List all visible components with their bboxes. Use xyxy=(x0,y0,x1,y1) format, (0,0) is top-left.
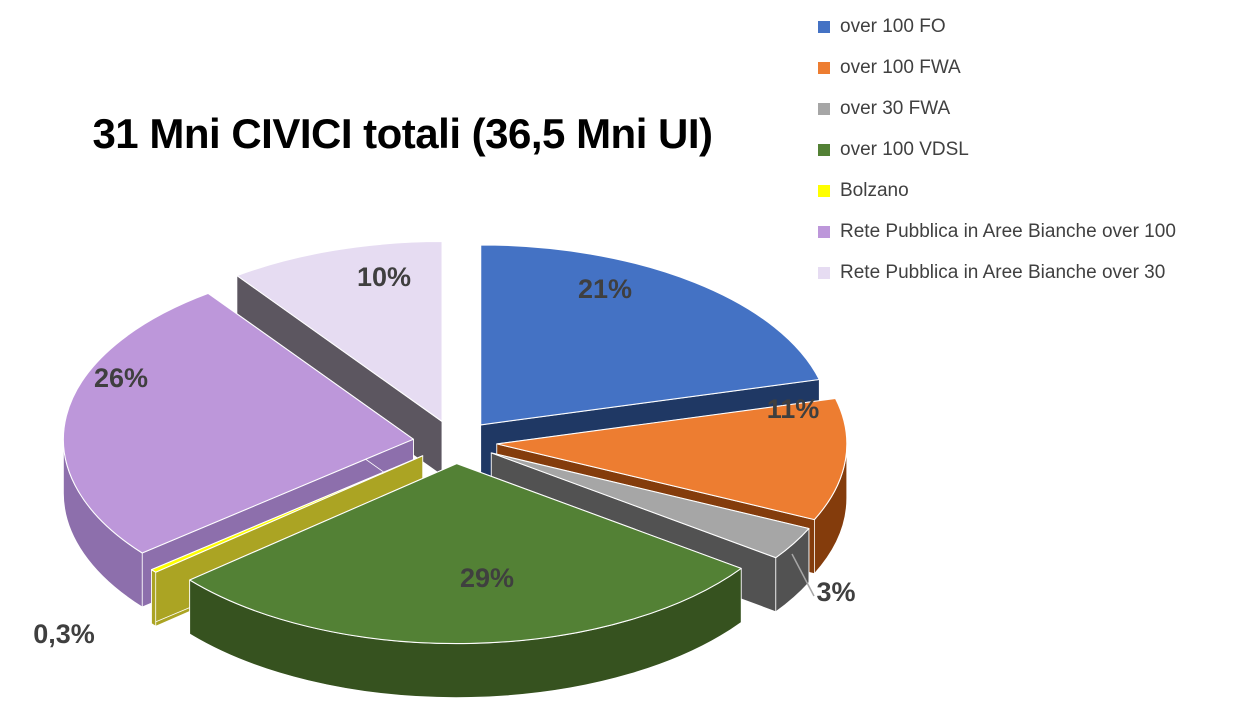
legend-item-rete-pubblica-over-100: Rete Pubblica in Aree Bianche over 100 xyxy=(818,211,1248,252)
legend: over 100 FO over 100 FWA over 30 FWA ove… xyxy=(818,6,1248,293)
legend-label: Rete Pubblica in Aree Bianche over 30 xyxy=(840,261,1166,283)
value-label-over-100-fo: 21% xyxy=(578,274,632,304)
label-leader-line xyxy=(791,553,815,597)
value-label-over-100-vdsl: 29% xyxy=(460,563,514,593)
value-label-over-30-fwa: 3% xyxy=(816,577,855,607)
value-label-rete-pubblica-in-aree-bianche-over-30: 10% xyxy=(357,262,411,292)
legend-label: Rete Pubblica in Aree Bianche over 100 xyxy=(840,220,1176,242)
legend-swatch-icon xyxy=(818,266,830,279)
pie-slice-over-100-fwa xyxy=(496,397,848,521)
legend-swatch-icon xyxy=(818,61,830,74)
legend-item-over-100-fwa: over 100 FWA xyxy=(818,47,1248,88)
legend-swatch-icon xyxy=(818,184,830,197)
chart-title: 31 Mni CIVICI totali (36,5 Mni UI) xyxy=(92,110,713,157)
pie-slice-over-30-fwa xyxy=(490,452,810,559)
legend-item-over-100-fo: over 100 FO xyxy=(818,6,1248,47)
legend-label: over 100 VDSL xyxy=(840,138,969,160)
legend-swatch-icon xyxy=(818,143,830,156)
value-label-bolzano: 0,3% xyxy=(33,619,95,649)
legend-item-bolzano: Bolzano xyxy=(818,170,1248,211)
pie-slice-bolzano xyxy=(150,455,424,573)
legend-label: Bolzano xyxy=(840,179,909,201)
legend-label: over 100 FWA xyxy=(840,56,961,78)
legend-swatch-icon xyxy=(818,20,830,33)
legend-swatch-icon xyxy=(818,102,830,115)
pie-slice-rete-pubblica-in-aree-bianche-over-30 xyxy=(236,240,443,423)
pie-slice-rete-pubblica-in-aree-bianche-over-100 xyxy=(62,292,414,554)
pie-slice-over-100-fo xyxy=(480,244,820,426)
legend-item-rete-pubblica-over-30: Rete Pubblica in Aree Bianche over 30 xyxy=(818,252,1248,293)
legend-item-over-100-vdsl: over 100 VDSL xyxy=(818,129,1248,170)
legend-item-over-30-fwa: over 30 FWA xyxy=(818,88,1248,129)
pie-slice-rim-bolzano xyxy=(151,569,157,627)
value-label-rete-pubblica-in-aree-bianche-over-100: 26% xyxy=(94,363,148,393)
legend-label: over 30 FWA xyxy=(840,97,951,119)
value-label-over-100-fwa: 11% xyxy=(767,394,820,424)
legend-label: over 100 FO xyxy=(840,15,946,37)
legend-swatch-icon xyxy=(818,225,830,238)
pie-slice-over-100-vdsl xyxy=(189,463,742,645)
